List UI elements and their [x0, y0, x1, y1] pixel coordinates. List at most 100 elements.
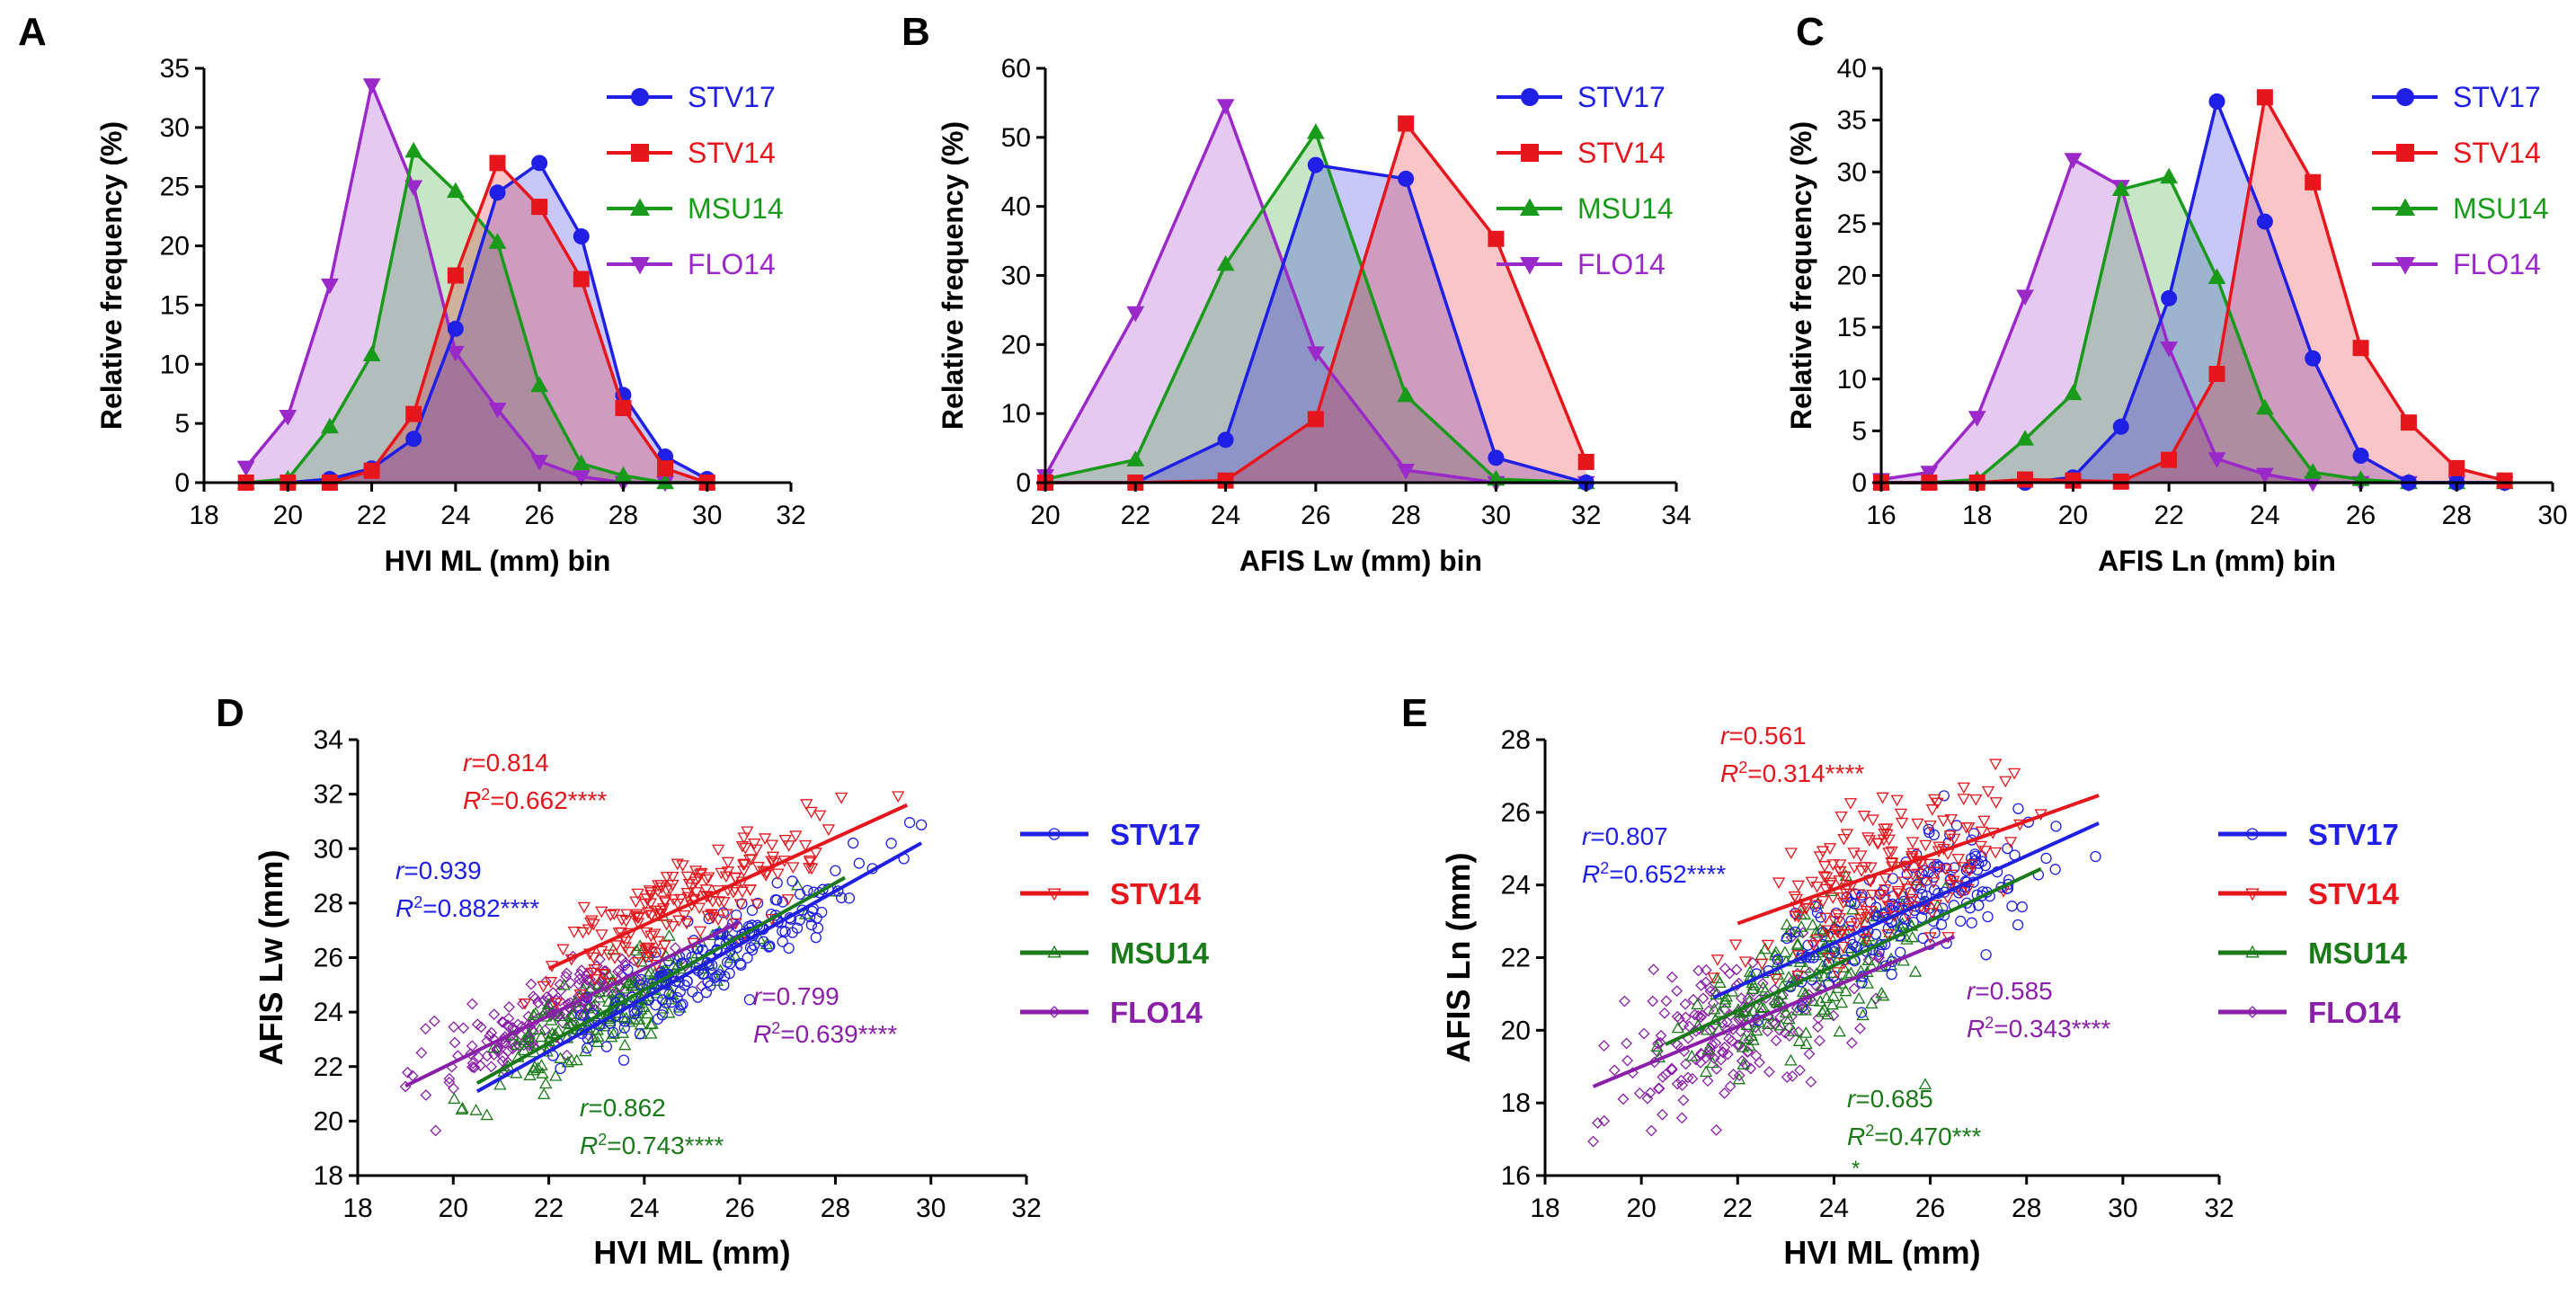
legend-label-flo14: FLO14 [2453, 248, 2541, 280]
scatter-point-flo14 [1690, 1053, 1702, 1066]
scatter-point-msu14 [455, 1103, 468, 1115]
scatter-point-stv17 [830, 865, 841, 876]
scatter-point-flo14 [1735, 992, 1747, 1005]
scatter-point-msu14 [1825, 998, 1839, 1010]
x-tick-label: 20 [273, 501, 303, 530]
legend-label-stv17: STV17 [688, 81, 776, 113]
scatter-point-stv14 [1761, 939, 1775, 952]
scatter-point-stv14 [660, 885, 673, 897]
scatter-point-flo14 [561, 1049, 573, 1061]
scatter-point-stv14 [639, 952, 653, 963]
data-point-stv17 [2352, 448, 2369, 465]
scatter-point-stv14 [1864, 862, 1878, 874]
x-axis-title: HVI ML (mm) bin [385, 545, 611, 577]
scatter-point-msu14 [1745, 982, 1759, 994]
fit-line-stv14 [547, 803, 908, 971]
scatter-point-msu14 [1732, 1072, 1746, 1085]
scatter-point-flo14 [554, 995, 566, 1008]
scatter-point-stv17 [1929, 883, 1941, 896]
data-point-stv14 [2400, 414, 2417, 431]
data-point-stv17 [1488, 449, 1505, 466]
y-tick-label: 40 [1837, 54, 1867, 84]
scatter-point-stv14 [1894, 808, 1908, 821]
scatter-point-msu14 [1814, 995, 1827, 1007]
scatter-point-stv14 [1855, 909, 1869, 920]
scatter-point-stv17 [810, 931, 822, 944]
scatter-point-stv17 [582, 1033, 594, 1044]
scatter-point-flo14 [466, 998, 478, 1010]
scatter-point-flo14 [1783, 1029, 1796, 1042]
scatter-point-stv14 [1850, 918, 1863, 930]
scatter-point-stv14 [1939, 864, 1952, 876]
scatter-point-stv14 [1962, 821, 1976, 834]
data-point-flo14 [279, 410, 298, 426]
scatter-point-stv14 [1818, 912, 1833, 925]
scatter-point-msu14 [1746, 979, 1761, 990]
y-tick-label: 30 [1001, 262, 1031, 291]
scatter-point-stv14 [1876, 792, 1889, 804]
scatter-point-msu14 [644, 1026, 658, 1039]
stat-r2-stv17: R2=0.882**** [395, 893, 539, 922]
scatter-point-stv14 [742, 854, 757, 866]
scatter-point-flo14 [1687, 993, 1700, 1006]
data-point-stv14 [615, 400, 632, 417]
x-tick-label: 22 [534, 1194, 564, 1223]
scatter-point-stv14 [1882, 834, 1896, 847]
scatter-point-flo14 [1704, 985, 1717, 998]
scatter-point-msu14 [1769, 945, 1783, 957]
scatter-point-stv17 [848, 837, 859, 849]
scatter-point-stv14 [701, 910, 715, 923]
y-tick-label: 30 [314, 834, 343, 864]
scatter-point-stv17 [1980, 949, 1992, 961]
scatter-point-stv17 [1973, 900, 1985, 911]
scatter-point-stv14 [1923, 820, 1937, 832]
scatter-point-stv14 [641, 907, 655, 919]
scatter-point-flo14 [1733, 1070, 1745, 1082]
y-tick-label: 32 [314, 780, 343, 810]
scatter-point-flo14 [1653, 1082, 1666, 1095]
scatter-point-flo14 [1719, 963, 1731, 975]
scatter-point-stv14 [1823, 843, 1837, 855]
scatter-point-stv14 [822, 824, 835, 836]
x-tick-label: 20 [1626, 1194, 1656, 1223]
scatter-point-stv17 [650, 999, 662, 1011]
x-tick-label: 24 [1819, 1194, 1849, 1223]
scatter-point-flo14 [481, 1050, 493, 1062]
scatter-point-stv14 [1897, 876, 1911, 889]
scatter-point-stv14 [693, 926, 707, 938]
data-point-flo14 [2016, 289, 2034, 306]
scatter-point-stv14 [1905, 837, 1920, 849]
scatter-point-stv14 [1839, 888, 1853, 901]
scatter-point-stv14 [1791, 880, 1805, 892]
scatter-point-msu14 [635, 954, 649, 967]
scatter-point-msu14 [1893, 919, 1906, 931]
legend-label-stv17: STV17 [2453, 81, 2541, 113]
scatter-point-stv17 [735, 959, 747, 972]
scatter-point-stv14 [615, 914, 628, 927]
scatter-point-stv14 [1772, 877, 1786, 890]
scatter-point-stv14 [1945, 869, 1959, 882]
scatter-point-stv14 [1928, 794, 1941, 806]
scatter-point-stv14 [1925, 908, 1939, 919]
scatter-point-stv17 [2006, 901, 2018, 912]
legend-label-stv14: STV14 [2308, 877, 2400, 910]
data-point-msu14 [2016, 430, 2034, 446]
scatter-point-flo14 [1756, 977, 1769, 990]
scatter-point-flo14 [484, 1030, 496, 1043]
scatter-point-stv17 [628, 1005, 640, 1017]
scatter-point-stv14 [892, 791, 905, 803]
scatter-point-stv17 [2016, 901, 2028, 913]
scatter-point-msu14 [1699, 1065, 1713, 1078]
scatter-point-msu14 [541, 998, 555, 1010]
scatter-point-stv17 [802, 884, 813, 896]
scatter-point-flo14 [619, 957, 632, 969]
scatter-point-stv14 [629, 896, 643, 909]
scatter-point-stv17 [1899, 913, 1911, 925]
legend-label-stv17: STV17 [1577, 81, 1666, 113]
scatter-point-stv14 [1885, 846, 1898, 858]
y-axis-title: Relative frequency (%) [937, 121, 969, 430]
scatter-point-stv17 [617, 1054, 630, 1066]
data-point-msu14 [362, 345, 381, 361]
scatter-point-flo14 [1621, 1054, 1634, 1067]
legend-marker-stv14 [2245, 888, 2260, 901]
